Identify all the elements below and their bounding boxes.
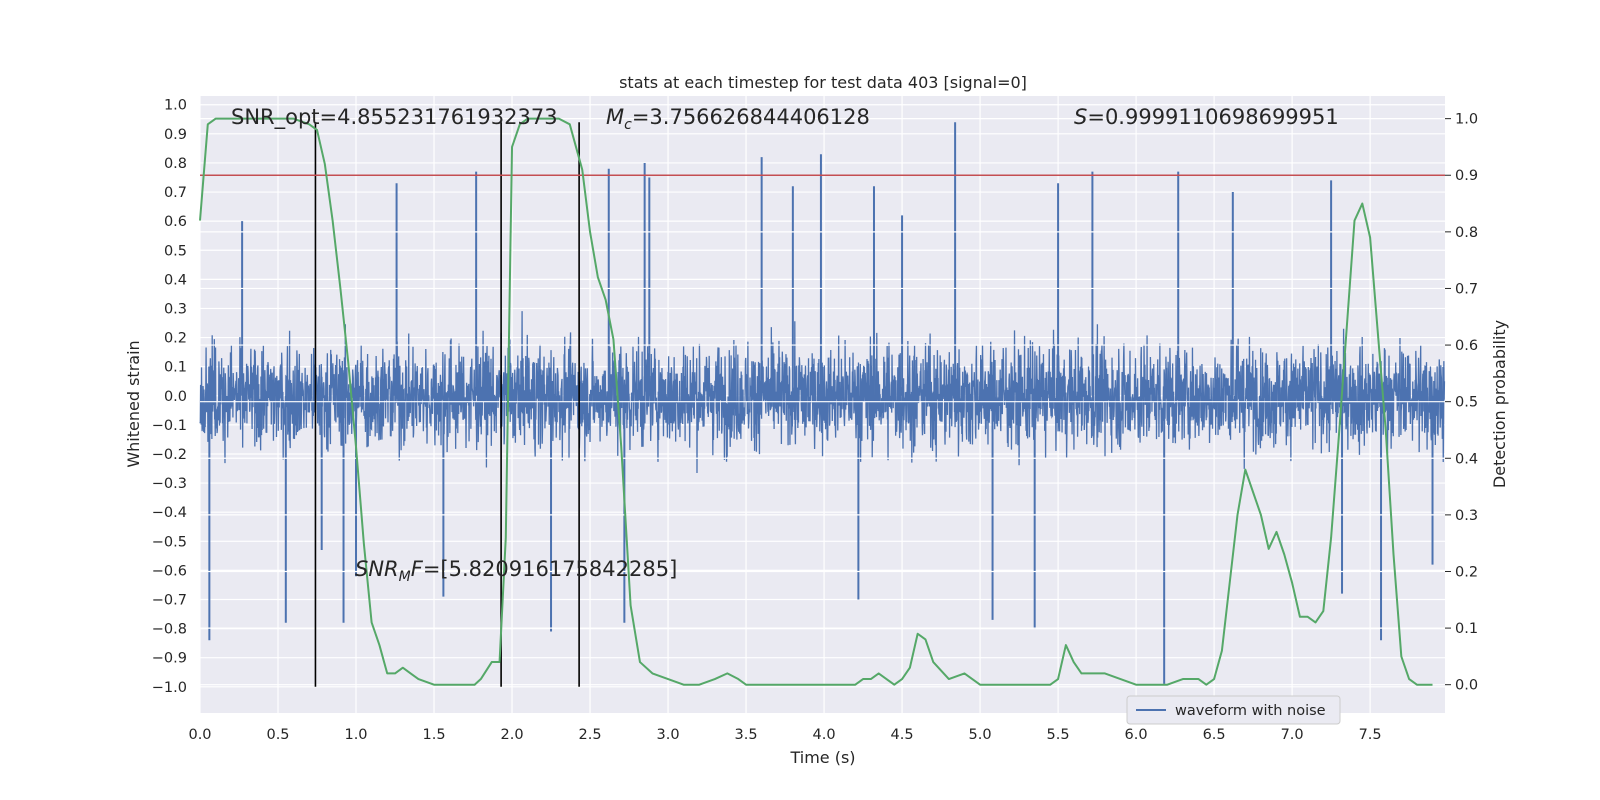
y2-tick-label: 0.4 [1455, 451, 1478, 467]
x-tick-label: 0.5 [266, 727, 289, 743]
y-tick-label: 0.7 [164, 185, 187, 201]
y-tick-label: −0.8 [152, 622, 187, 638]
overlay-lines [199, 117, 1445, 687]
x-tick-label: 1.5 [422, 727, 445, 743]
annotation-snr-opt: SNR_opt=4.855231761932373 [231, 105, 558, 130]
x-tick-label: 2.0 [500, 727, 523, 743]
y-tick-label: −0.9 [152, 651, 187, 667]
y-axis-label: Whitened strain [124, 340, 143, 467]
y-ticks: 1.0 0.9 0.8 0.7 0.6 0.5 0.4 0.3 0.2 0.1 0.0 −0.1 −0.… [152, 98, 187, 696]
x-tick-label: 4.0 [813, 727, 836, 743]
y2-tick-label: 0.5 [1455, 395, 1478, 411]
y2-tick-label: 0.9 [1455, 168, 1478, 184]
x-tick-label: 7.0 [1281, 727, 1304, 743]
y2-tick-label: 0.1 [1455, 621, 1478, 637]
x-tick-label: 3.0 [657, 727, 680, 743]
x-tick-label: 0.0 [188, 727, 211, 743]
x-ticks: 0.0 0.5 1.0 1.5 2.0 2.5 3.0 3.5 4.0 4.5 5.0 5.5 6.0 6… [188, 727, 1381, 743]
y-tick-label: 0.3 [164, 301, 187, 317]
y2-tick-label: 0.6 [1455, 338, 1478, 354]
annotation-s: S=0.9999110698699951 [1074, 105, 1339, 129]
annotation-chirp-mass: Mc=3.756626844406128 [606, 105, 870, 133]
legend-entry: waveform with noise [1175, 703, 1326, 719]
legend-box [1126, 695, 1341, 725]
annotation-snr-mf: SNRMF=[5.820916175842285] [355, 557, 677, 585]
y-tick-label: −0.5 [152, 534, 187, 550]
y2-tick-label: 0.2 [1455, 564, 1478, 580]
probability-line [199, 117, 1433, 686]
y-tick-label: 0.6 [164, 214, 187, 230]
y2-axis-label: Detection probability [1490, 320, 1509, 488]
y2-tick-label: 1.0 [1455, 112, 1478, 128]
y-tick-label: 0.5 [164, 243, 187, 259]
x-tick-label: 6.0 [1125, 727, 1148, 743]
y-tick-label: −1.0 [152, 680, 187, 696]
y-tick-label: −0.7 [152, 592, 187, 608]
y2-ticks: 1.0 0.9 0.8 0.7 0.6 0.5 0.4 0.3 0.2 0.1 0.0 [1445, 112, 1478, 694]
chart-title: stats at each timestep for test data 403… [619, 73, 1027, 92]
y-tick-label: 0.1 [164, 360, 187, 376]
x-tick-label: 2.5 [579, 727, 602, 743]
x-axis-label: Time (s) [789, 748, 855, 767]
y2-tick-label: 0.0 [1455, 678, 1478, 694]
y2-tick-label: 0.8 [1455, 225, 1478, 241]
y-tick-label: −0.2 [152, 447, 187, 463]
y-tick-label: −0.4 [152, 505, 187, 521]
y2-tick-label: 0.7 [1455, 281, 1478, 297]
x-tick-label: 3.5 [735, 727, 758, 743]
y-tick-label: −0.1 [152, 418, 187, 434]
y-tick-label: 0.9 [164, 127, 187, 143]
x-tick-label: 7.5 [1359, 727, 1382, 743]
x-tick-label: 5.0 [969, 727, 992, 743]
x-tick-label: 6.5 [1203, 727, 1226, 743]
y-tick-label: −0.6 [152, 563, 187, 579]
x-tick-label: 4.5 [891, 727, 914, 743]
y-tick-label: 0.2 [164, 331, 187, 347]
x-tick-label: 5.5 [1047, 727, 1070, 743]
y-tick-label: 0.4 [164, 272, 187, 288]
y2-tick-label: 0.3 [1455, 508, 1478, 524]
y-tick-label: 0.0 [164, 389, 187, 405]
y-tick-label: 0.8 [164, 156, 187, 172]
x-tick-label: 1.0 [344, 727, 367, 743]
y-tick-label: 1.0 [164, 98, 187, 114]
y-tick-label: −0.3 [152, 476, 187, 492]
legend: waveform with noise [1126, 695, 1341, 725]
